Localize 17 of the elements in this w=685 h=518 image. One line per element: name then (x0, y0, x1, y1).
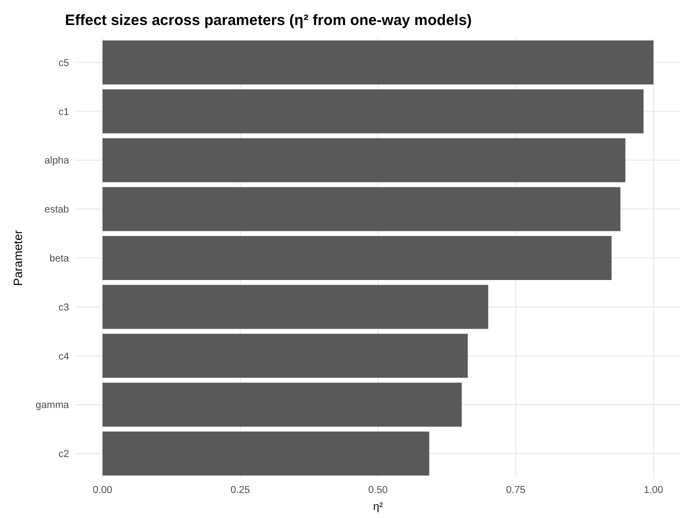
chart-title: Effect sizes across parameters (η² from one-way models) (65, 12, 472, 29)
y-tick-label: c2 (58, 449, 70, 460)
x-tick-label: 0.00 (92, 485, 113, 496)
y-axis-title: Parameter (11, 230, 25, 286)
x-axis-title: η² (373, 501, 384, 513)
x-tick-label: 1.00 (644, 485, 664, 496)
y-tick-label: c3 (58, 302, 70, 314)
x-tick-label: 0.75 (506, 485, 526, 496)
y-tick-label: estab (44, 204, 70, 216)
x-tick-label: 0.25 (230, 485, 250, 496)
y-tick-label: alpha (44, 156, 70, 167)
y-tick-label: gamma (36, 400, 70, 412)
y-tick-label: c5 (58, 58, 70, 69)
y-tick-label: c1 (58, 106, 70, 118)
y-tick-label: beta (50, 254, 70, 264)
x-tick-label: 0.50 (368, 485, 388, 496)
y-tick-label: c4 (58, 351, 70, 362)
